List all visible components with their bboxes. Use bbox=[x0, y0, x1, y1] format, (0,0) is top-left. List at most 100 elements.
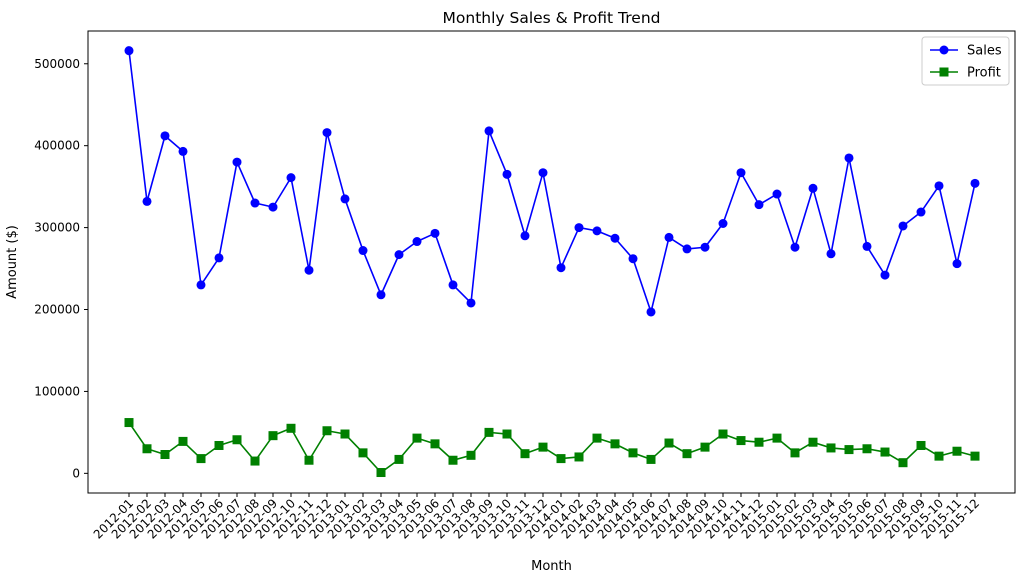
data-point bbox=[394, 250, 404, 260]
data-point bbox=[538, 442, 548, 452]
legend-marker bbox=[939, 45, 949, 55]
series-sales bbox=[124, 46, 980, 317]
data-point bbox=[160, 450, 170, 459]
data-point bbox=[736, 436, 746, 446]
data-point bbox=[142, 444, 152, 454]
data-point bbox=[772, 433, 782, 443]
y-tick-label: 100000 bbox=[34, 384, 80, 398]
data-point bbox=[178, 436, 188, 446]
data-point bbox=[790, 448, 800, 458]
data-point bbox=[646, 307, 656, 317]
legend-item-sales: Sales bbox=[930, 44, 1002, 59]
data-point bbox=[754, 200, 764, 210]
data-point bbox=[466, 298, 476, 308]
data-point bbox=[322, 128, 332, 138]
data-point bbox=[268, 431, 278, 441]
series-line-sales bbox=[128, 50, 976, 313]
data-point bbox=[664, 438, 674, 448]
data-point bbox=[736, 168, 746, 178]
data-point bbox=[844, 153, 854, 163]
data-point bbox=[376, 468, 386, 478]
y-tick-label: 200000 bbox=[34, 303, 80, 317]
data-point bbox=[124, 46, 134, 56]
data-point bbox=[664, 232, 674, 242]
data-point bbox=[196, 454, 206, 464]
data-point bbox=[826, 249, 836, 259]
data-point bbox=[160, 131, 170, 141]
data-point bbox=[448, 455, 458, 465]
plot-frame bbox=[87, 30, 1016, 494]
data-point bbox=[214, 440, 224, 450]
data-point bbox=[430, 228, 440, 238]
data-point bbox=[394, 454, 404, 464]
data-point bbox=[178, 146, 188, 156]
data-point bbox=[142, 196, 152, 206]
data-point bbox=[970, 178, 980, 188]
data-point bbox=[520, 449, 530, 459]
data-point bbox=[232, 435, 242, 445]
data-point bbox=[340, 194, 350, 204]
data-point bbox=[808, 183, 818, 193]
data-point bbox=[322, 426, 332, 436]
data-point bbox=[772, 189, 782, 199]
data-point bbox=[376, 290, 386, 300]
data-point bbox=[970, 451, 980, 461]
data-point bbox=[358, 448, 368, 458]
y-tick-label: 400000 bbox=[34, 139, 80, 153]
data-point bbox=[556, 454, 566, 464]
series-layer bbox=[124, 46, 980, 478]
data-point bbox=[952, 446, 962, 456]
data-point bbox=[934, 181, 944, 191]
data-point bbox=[574, 452, 584, 462]
data-point bbox=[898, 221, 908, 231]
data-point bbox=[520, 231, 530, 241]
data-point bbox=[232, 157, 242, 167]
data-point bbox=[682, 244, 692, 254]
data-point bbox=[484, 126, 494, 136]
data-point bbox=[556, 263, 566, 273]
data-point bbox=[682, 449, 692, 459]
data-point bbox=[862, 241, 872, 251]
data-point bbox=[412, 433, 422, 443]
data-point bbox=[934, 451, 944, 461]
data-point bbox=[340, 429, 350, 439]
data-point bbox=[448, 280, 458, 290]
y-axis-label: Amount ($) bbox=[5, 225, 20, 299]
data-point bbox=[916, 207, 926, 217]
data-point bbox=[916, 440, 926, 450]
data-point bbox=[592, 226, 602, 236]
data-point bbox=[574, 223, 584, 233]
data-point bbox=[628, 448, 638, 458]
data-point bbox=[790, 242, 800, 252]
data-point bbox=[862, 444, 872, 454]
data-point bbox=[358, 246, 368, 256]
data-point bbox=[304, 455, 314, 465]
data-point bbox=[628, 254, 638, 264]
data-point bbox=[268, 202, 278, 212]
data-point bbox=[808, 437, 818, 447]
data-point bbox=[754, 437, 764, 447]
data-point bbox=[196, 280, 206, 290]
legend-marker bbox=[939, 67, 949, 77]
data-point bbox=[718, 429, 728, 439]
legend-label: Profit bbox=[967, 66, 1001, 81]
data-point bbox=[610, 233, 620, 243]
data-point bbox=[898, 458, 908, 468]
data-point bbox=[880, 270, 890, 280]
x-axis-label: Month bbox=[531, 559, 572, 574]
data-point bbox=[250, 198, 260, 208]
legend: Sales Profit bbox=[921, 36, 1010, 86]
chart-title: Monthly Sales & Profit Trend bbox=[443, 9, 661, 27]
series-profit bbox=[124, 418, 980, 478]
data-point bbox=[826, 443, 836, 453]
y-tick-label: 500000 bbox=[34, 57, 80, 71]
legend-item-profit: Profit bbox=[930, 66, 1001, 81]
data-point bbox=[286, 173, 296, 183]
data-point bbox=[952, 259, 962, 269]
data-point bbox=[214, 253, 224, 263]
data-point bbox=[646, 454, 656, 464]
y-axis: 0 100000 200000 300000 400000 500000 bbox=[34, 57, 88, 480]
data-point bbox=[700, 242, 710, 252]
data-point bbox=[844, 445, 854, 455]
